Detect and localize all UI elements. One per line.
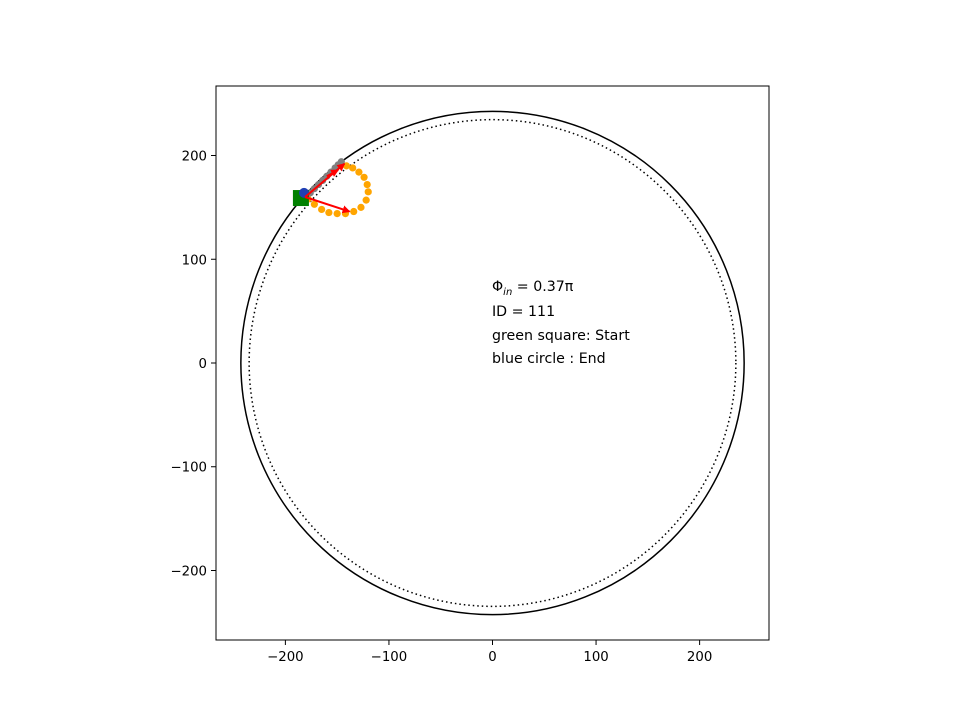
y-tick-label: 200 — [182, 150, 207, 165]
y-tick-label: 0 — [199, 357, 207, 372]
x-tick-label: 200 — [687, 650, 712, 665]
y-tick-label: −100 — [170, 461, 207, 476]
orange-trajectory-point — [318, 205, 326, 214]
x-axis: −200 −100 0 100 200 — [267, 640, 712, 665]
orange-trajectory-point — [325, 208, 333, 217]
y-tick-label: −200 — [170, 564, 207, 579]
arrow — [326, 169, 340, 178]
plot-area — [240, 110, 745, 616]
y-tick-label: 100 — [182, 253, 207, 268]
x-tick-label: −100 — [371, 650, 408, 665]
orange-trajectory-point — [364, 188, 372, 196]
end-legend-label: blue circle : End — [492, 351, 606, 367]
arrow — [304, 196, 351, 214]
phi-in-label: Φin = 0.37π — [492, 279, 574, 298]
orange-trajectory-point — [349, 164, 357, 172]
orange-trajectory-point — [355, 168, 363, 176]
orange-trajectory-point — [350, 207, 358, 216]
start-legend-label: green square: Start — [492, 328, 630, 344]
orange-trajectory-point — [363, 180, 371, 189]
orange-trajectory-point — [310, 200, 318, 208]
x-tick-label: 100 — [583, 650, 608, 665]
arrow — [304, 163, 346, 198]
outer-circle — [240, 110, 745, 616]
orange-trajectory-point — [357, 203, 365, 211]
orange-trajectory-point — [360, 173, 368, 181]
orange-trajectory-point — [333, 210, 341, 218]
y-axis: −200 −100 0 100 200 — [170, 150, 216, 579]
x-tick-label: −200 — [267, 650, 304, 665]
x-tick-label: 0 — [488, 650, 496, 665]
orange-trajectory-point — [362, 196, 370, 204]
id-label: ID = 111 — [492, 304, 555, 320]
end-marker — [299, 187, 310, 198]
inner-circle — [248, 118, 737, 608]
annotation-text: Φin = 0.37π ID = 111 green square: Start… — [492, 279, 630, 367]
